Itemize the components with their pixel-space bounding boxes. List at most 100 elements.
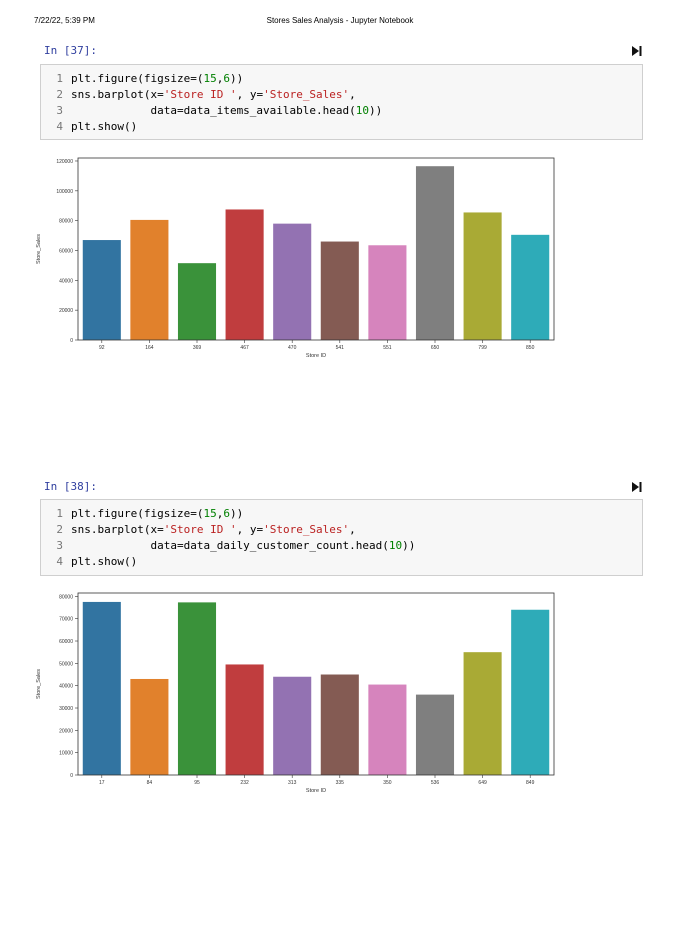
- code-line: 1 plt.figure(figsize=(15,6)): [41, 506, 243, 521]
- bar: [463, 652, 502, 775]
- y-axis-label: Store_Sales: [36, 234, 42, 264]
- code-token: )): [369, 104, 383, 117]
- bar-chart-2: 0 10000 20000 30000 40000 50000 60000 70000 8000…: [36, 592, 555, 794]
- bar: [225, 209, 264, 340]
- code-token: , y=: [236, 523, 264, 536]
- code-line: 3 data=data_daily_customer_count.head(10…: [41, 538, 415, 553]
- code-token: 10: [388, 539, 403, 552]
- code-token: sns.barplot(x=: [71, 88, 164, 101]
- code-line: 1 plt.figure(figsize=(15,6)): [41, 71, 243, 86]
- code-cell-1[interactable]: 1 plt.figure(figsize=(15,6)) 2 sns.barplot(…: [40, 64, 643, 140]
- x-tick-label: 350: [383, 780, 392, 786]
- y-tick-label: 40000: [59, 278, 73, 284]
- y-axis-label: Store_Sales: [36, 669, 42, 699]
- x-tick-label: 17: [99, 780, 105, 786]
- code-token: )): [402, 539, 416, 552]
- cell-prompt-1: In [37]:: [44, 44, 97, 57]
- code-token: , y=: [236, 88, 264, 101]
- line-number: 3: [56, 539, 63, 552]
- code-token: data=data_items_available.head(: [71, 104, 356, 117]
- x-tick-label: 541: [336, 345, 345, 351]
- y-tick-label: 100000: [56, 189, 73, 195]
- code-token: 10: [355, 104, 370, 117]
- y-tick-label: 50000: [59, 661, 73, 667]
- code-token: ,: [216, 507, 224, 520]
- code-token: 15: [203, 507, 217, 520]
- bar: [130, 219, 169, 340]
- code-token: 'Store ID ': [163, 523, 237, 536]
- x-tick-label: 849: [526, 780, 535, 786]
- code-token: )): [229, 72, 244, 85]
- run-cell-icon[interactable]: [632, 46, 642, 56]
- line-number: 2: [56, 88, 63, 101]
- y-tick-label: 60000: [59, 639, 73, 645]
- x-tick-label: 84: [147, 780, 153, 786]
- code-text: data=data_daily_customer_count.head(10)): [71, 538, 415, 553]
- code-token: plt.figure(figsize=(: [71, 507, 204, 520]
- code-text: sns.barplot(x='Store ID ', y='Store_Sale…: [71, 522, 356, 537]
- code-token: ,: [349, 523, 356, 536]
- bar: [511, 234, 550, 340]
- y-tick-label: 20000: [59, 728, 73, 734]
- bar: [177, 602, 217, 775]
- code-text: plt.show(): [71, 119, 137, 134]
- line-number: 4: [56, 120, 63, 133]
- x-axis-label: Store ID: [306, 788, 326, 794]
- code-line: 2 sns.barplot(x='Store ID ', y='Store_Sal…: [41, 87, 355, 102]
- code-line: 3 data=data_items_available.head(10)): [41, 103, 382, 118]
- bar: [225, 664, 264, 775]
- bar: [320, 241, 359, 340]
- line-number: 3: [56, 104, 63, 117]
- code-text: plt.show(): [71, 554, 137, 569]
- bar: [273, 223, 312, 340]
- y-tick-label: 120000: [56, 159, 73, 165]
- code-token: plt.show(): [71, 555, 138, 568]
- code-text: data=data_items_available.head(10)): [71, 103, 382, 118]
- x-axis-label: Store ID: [306, 353, 326, 359]
- y-tick-label: 20000: [59, 308, 73, 314]
- code-cell-2[interactable]: 1 plt.figure(figsize=(15,6)) 2 sns.barplot(…: [40, 499, 643, 576]
- code-token: plt.show(): [71, 120, 138, 133]
- x-tick-label: 92: [99, 345, 105, 351]
- code-line: 4 plt.show(): [41, 119, 137, 134]
- x-tick-label: 536: [431, 780, 440, 786]
- page-title: Stores Sales Analysis - Jupyter Notebook: [266, 16, 414, 25]
- line-number: 2: [56, 523, 63, 536]
- code-token: )): [229, 507, 244, 520]
- run-cell-icon[interactable]: [632, 482, 642, 492]
- x-tick-label: 799: [478, 345, 487, 351]
- y-tick-label: 60000: [59, 248, 73, 254]
- bar-chart-1: 0 20000 40000 60000 80000 100000 120000 92 164 36…: [36, 157, 555, 359]
- code-token: 'Store_Sales': [263, 523, 350, 536]
- bar: [511, 609, 550, 775]
- bar: [368, 684, 407, 775]
- code-token: 'Store_Sales': [263, 88, 350, 101]
- x-tick-label: 649: [478, 780, 487, 786]
- x-tick-label: 650: [431, 345, 440, 351]
- bar: [82, 240, 121, 340]
- plot-frame: [77, 592, 555, 776]
- y-tick-label: 0: [70, 773, 73, 779]
- y-tick-label: 80000: [59, 219, 73, 225]
- bar: [82, 601, 121, 775]
- y-tick-label: 30000: [59, 706, 73, 712]
- code-token: plt.figure(figsize=(: [71, 72, 204, 85]
- x-tick-label: 369: [193, 345, 202, 351]
- y-tick-label: 40000: [59, 684, 73, 690]
- code-token: ,: [216, 72, 224, 85]
- plot-frame: [77, 157, 555, 341]
- x-tick-label: 467: [240, 345, 249, 351]
- code-line: 2 sns.barplot(x='Store ID ', y='Store_Sal…: [41, 522, 355, 537]
- y-tick-label: 70000: [59, 617, 73, 623]
- bar: [415, 694, 455, 775]
- code-token: 6: [223, 507, 230, 520]
- line-number: 4: [56, 555, 63, 568]
- code-token: ,: [349, 88, 356, 101]
- y-tick-label: 80000: [59, 594, 73, 600]
- bar: [177, 263, 217, 340]
- code-text: sns.barplot(x='Store ID ', y='Store_Sale…: [71, 87, 356, 102]
- code-token: 15: [203, 72, 217, 85]
- bar: [273, 676, 312, 775]
- code-token: 6: [223, 72, 230, 85]
- bar: [463, 212, 502, 340]
